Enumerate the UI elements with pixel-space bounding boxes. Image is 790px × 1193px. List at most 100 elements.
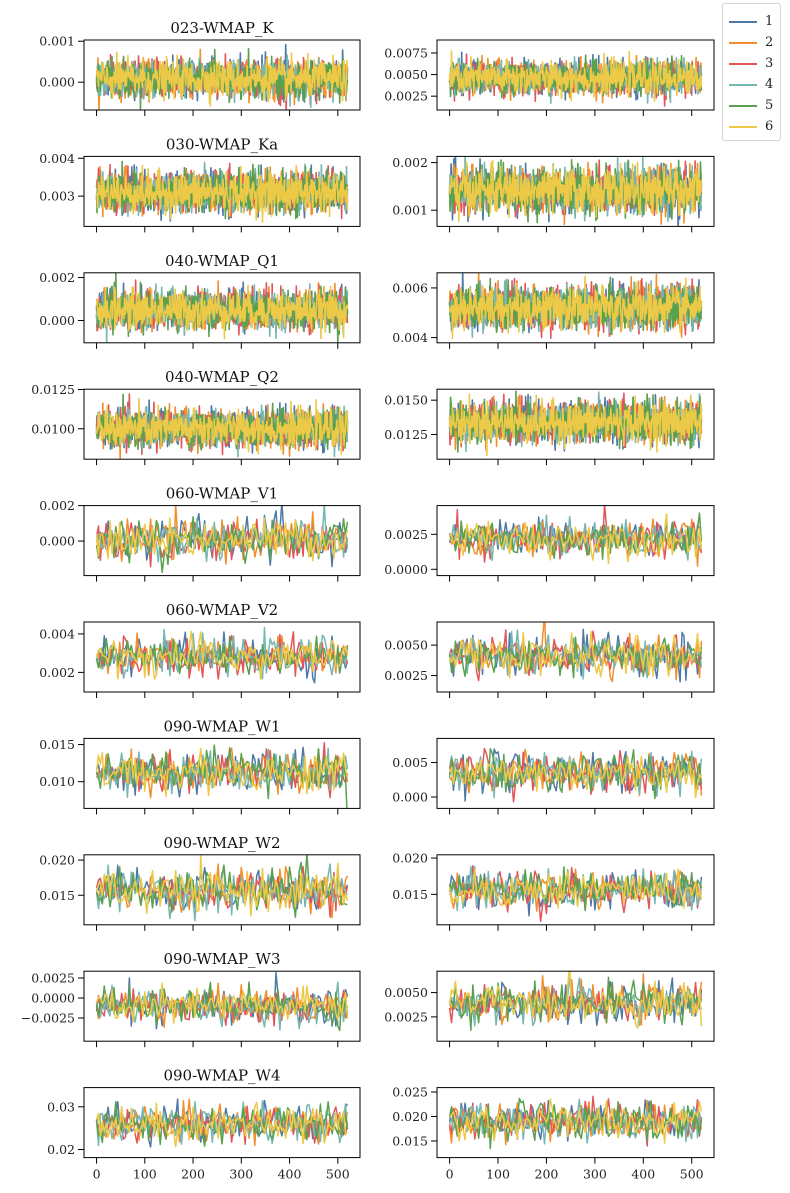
panel-1-left: 0.003 0.004 030-WMAP_Ka xyxy=(39,135,361,233)
panel-title: 090-WMAP_W1 xyxy=(163,717,280,735)
panel-0-left: 0.000 0.001 023-WMAP_K xyxy=(39,19,361,116)
legend-entry-2: 2 xyxy=(729,33,779,53)
series-line-6 xyxy=(95,284,349,340)
series-line-4 xyxy=(449,514,703,562)
panel-4-left: 0.000 0.002 060-WMAP_V1 xyxy=(39,485,361,582)
legend-entry-6: 6 xyxy=(729,117,779,137)
axes-frame xyxy=(83,155,361,227)
y-tick-label: 0.000 xyxy=(392,790,428,805)
y-tick-label: 0.010 xyxy=(39,774,75,789)
legend-label: 1 xyxy=(765,14,774,29)
panel-title: 060-WMAP_V1 xyxy=(166,485,278,503)
panel-5-left: 0.002 0.004 060-WMAP_V2 xyxy=(39,601,361,698)
y-tick-label: 0.0025 xyxy=(384,1009,428,1024)
series-group xyxy=(95,1098,349,1148)
series-group xyxy=(95,43,349,110)
legend-entry-1: 1 xyxy=(729,12,779,32)
x-tick-label: 500 xyxy=(326,1167,350,1182)
series-group xyxy=(448,50,703,107)
x-tick-label: 0 xyxy=(93,1167,101,1182)
series-line-5 xyxy=(95,854,348,918)
series-group xyxy=(95,505,349,574)
y-tick-label: 0.0000 xyxy=(31,991,75,1006)
y-tick-label: 0.0150 xyxy=(384,393,428,408)
series-line-5 xyxy=(448,636,703,679)
panel-title: 040-WMAP_Q1 xyxy=(165,252,279,270)
axes-frame xyxy=(436,155,715,227)
y-tick-label: 0.0075 xyxy=(384,45,428,60)
y-tick-label: 0.020 xyxy=(392,851,428,866)
legend: 1 2 3 4 5 6 xyxy=(722,3,781,141)
y-tick-label: 0.004 xyxy=(392,330,428,345)
series-line-6 xyxy=(448,50,703,102)
panel-9-left: 0.02 0.03 0 100 200 300 400 500 090-WMAP_W4 xyxy=(47,1067,361,1182)
y-tick-label: 0.004 xyxy=(39,151,75,166)
y-tick-label: 0.0025 xyxy=(384,668,428,683)
axes-frame xyxy=(436,1087,715,1159)
axes-frame xyxy=(83,39,361,111)
series-line-6 xyxy=(448,630,702,679)
series-group xyxy=(95,160,349,223)
series-line-5 xyxy=(95,1100,349,1147)
x-tick-label: 100 xyxy=(133,1167,157,1182)
series-group xyxy=(448,1095,703,1150)
panel-1-right: 0.001 0.002 xyxy=(392,155,715,233)
panel-3-left: 0.0100 0.0125 040-WMAP_Q2 xyxy=(31,368,361,466)
series-group xyxy=(448,505,703,567)
y-tick-label: 0.025 xyxy=(392,1085,428,1100)
series-group xyxy=(448,156,703,227)
y-tick-label: 0.020 xyxy=(39,853,75,868)
panel-title: 090-WMAP_W4 xyxy=(163,1067,280,1085)
series-line-6 xyxy=(448,393,703,457)
panel-7-right: 0.015 0.020 xyxy=(392,851,715,931)
series-line-6 xyxy=(95,747,349,797)
legend-label: 4 xyxy=(765,77,774,92)
series-group xyxy=(448,390,703,457)
y-tick-label: 0.015 xyxy=(39,737,75,752)
y-tick-label: 0.015 xyxy=(39,888,75,903)
x-tick-label: 100 xyxy=(486,1167,510,1182)
panel-title: 090-WMAP_W2 xyxy=(163,834,280,852)
axes-frame xyxy=(436,970,715,1042)
series-line-6 xyxy=(448,159,703,223)
series-line-6 xyxy=(448,755,703,799)
panel-title: 040-WMAP_Q2 xyxy=(165,368,279,386)
legend-entry-3: 3 xyxy=(729,54,779,74)
series-line-6 xyxy=(449,513,703,564)
panel-7-left: 0.015 0.020 090-WMAP_W2 xyxy=(39,834,361,931)
legend-label: 6 xyxy=(765,119,774,134)
y-tick-label: 0.0050 xyxy=(384,638,428,653)
axes-frame xyxy=(436,621,715,693)
series-line-6 xyxy=(95,982,349,1025)
legend-swatch xyxy=(729,63,757,65)
y-tick-label: −0.0025 xyxy=(21,1011,75,1026)
series-group xyxy=(448,747,703,803)
axes-frame xyxy=(436,272,715,344)
x-tick-label: 500 xyxy=(680,1167,704,1182)
axes-frame xyxy=(436,854,715,926)
series-group xyxy=(95,854,349,922)
axes-frame xyxy=(83,854,361,926)
series-line-5 xyxy=(448,1097,703,1150)
series-line-6 xyxy=(448,275,703,340)
series-line-6 xyxy=(95,51,349,107)
series-group xyxy=(448,971,703,1031)
series-line-6 xyxy=(95,164,349,223)
y-tick-label: 0.0025 xyxy=(384,527,428,542)
y-tick-label: 0.000 xyxy=(39,534,75,549)
panel-title: 090-WMAP_W3 xyxy=(163,950,280,968)
x-tick-label: 200 xyxy=(181,1167,205,1182)
panel-5-right: 0.0025 0.0050 xyxy=(384,621,715,698)
y-tick-label: 0.020 xyxy=(392,1109,428,1124)
series-group xyxy=(448,865,703,923)
y-tick-label: 0.0000 xyxy=(384,562,428,577)
axes-frame xyxy=(83,388,361,460)
panel-title: 030-WMAP_Ka xyxy=(166,135,278,153)
series-line-4 xyxy=(95,505,349,563)
legend-entry-5: 5 xyxy=(729,96,779,116)
x-tick-label: 400 xyxy=(278,1167,302,1182)
panel-3-right: 0.0125 0.0150 xyxy=(384,388,715,466)
y-tick-label: 0.0025 xyxy=(31,971,75,986)
series-line-6 xyxy=(95,1101,348,1148)
